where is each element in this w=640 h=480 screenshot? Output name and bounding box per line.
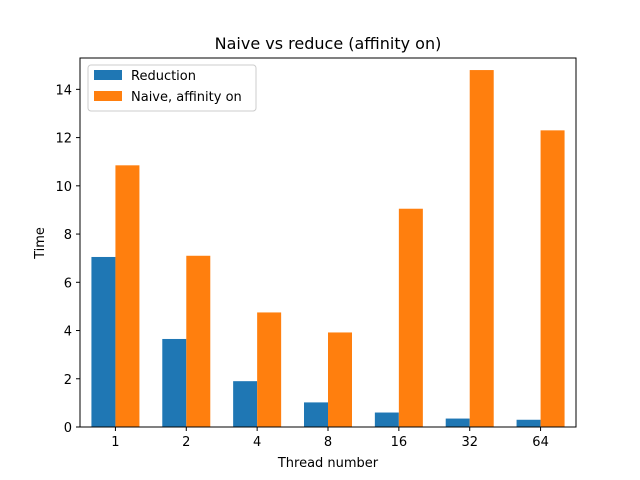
x-tick-label: 1 <box>111 435 119 450</box>
x-tick-label: 64 <box>532 435 549 450</box>
bar-naive-8 <box>328 332 352 427</box>
bar-reduction-16 <box>374 412 399 427</box>
y-tick-label: 14 <box>55 83 72 98</box>
bar-naive-2 <box>186 255 211 427</box>
legend-swatch <box>94 70 122 80</box>
x-axis-label: Thread number <box>277 456 379 471</box>
bar-reduction-1 <box>91 256 116 427</box>
y-tick-label: 0 <box>64 421 72 436</box>
bar-naive-16 <box>398 208 423 427</box>
x-tick-label: 32 <box>461 435 478 450</box>
bar-naive-4 <box>257 312 282 427</box>
y-tick-label: 8 <box>64 228 72 243</box>
legend-label: Naive, affinity on <box>131 90 242 105</box>
bar-reduction-64 <box>516 419 541 427</box>
bar-naive-32 <box>469 70 494 427</box>
x-tick-label: 16 <box>391 435 408 450</box>
bar-reduction-32 <box>445 418 470 427</box>
y-tick-label: 6 <box>64 276 72 291</box>
legend-label: Reduction <box>131 69 196 84</box>
y-tick-label: 10 <box>55 180 72 195</box>
x-tick-label: 4 <box>253 435 261 450</box>
y-axis-label: Time <box>33 227 48 260</box>
x-tick-label: 2 <box>182 435 190 450</box>
bars-group <box>91 70 565 427</box>
bar-naive-1 <box>115 165 140 427</box>
bar-reduction-2 <box>162 338 187 427</box>
y-tick-label: 4 <box>64 325 72 340</box>
bar-reduction-8 <box>304 402 328 427</box>
legend-box <box>87 64 257 112</box>
x-tick-label: 8 <box>324 435 332 450</box>
y-tick-label: 12 <box>55 132 72 147</box>
bar-reduction-4 <box>233 381 258 427</box>
legend: Reduction Naive, affinity on <box>87 64 257 112</box>
chart-title: Naive vs reduce (affinity on) <box>215 34 442 53</box>
y-tick-label: 2 <box>64 373 72 388</box>
bar-naive-64 <box>540 130 565 427</box>
legend-swatch <box>94 91 122 101</box>
